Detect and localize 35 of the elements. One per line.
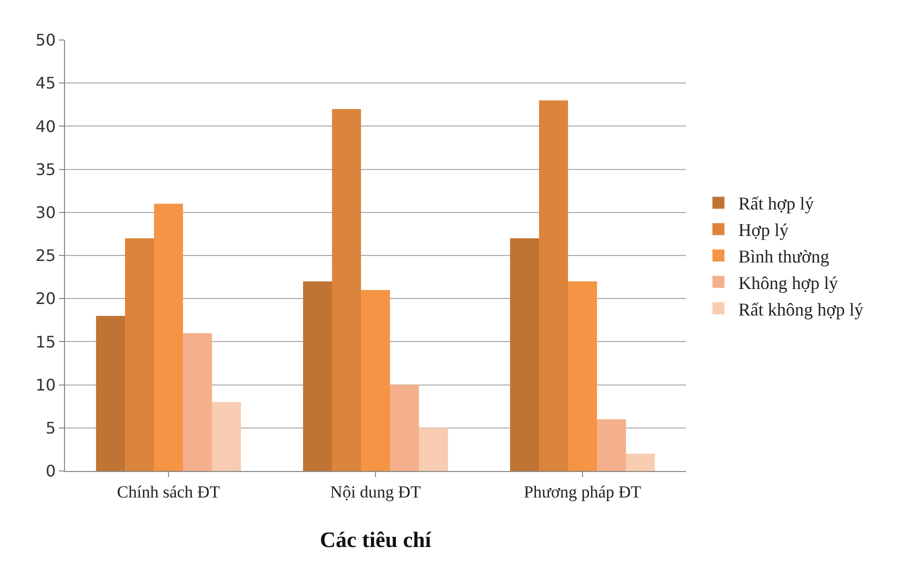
bar [596,419,626,471]
y-tick-label: 5 [46,418,56,438]
bar [626,454,655,471]
bar [539,100,568,471]
y-tick-label: 40 [35,116,56,136]
y-tick-label: 20 [35,289,56,308]
y-tick-label: 45 [35,74,56,93]
x-tick-label: Chính sách ĐT [117,482,221,502]
y-tick-label: 50 [35,30,56,50]
bar [568,281,597,471]
y-tick-label: 25 [35,246,56,266]
x-tick-label: Phương pháp ĐT [524,482,642,502]
legend-label: Bình thường [738,246,830,267]
bar [125,238,154,471]
legend-label: Hợp lý [738,220,788,240]
bar [96,316,126,471]
y-tick-label: 0 [46,462,56,481]
legend-label: Không hợp lý [738,272,838,293]
x-tick-label: Nội dung ĐT [330,482,422,502]
bar [332,108,362,471]
x-axis-title: Các tiêu chí [320,527,432,552]
bar [303,281,332,471]
legend-label: Rất hợp lý [738,194,814,214]
bar [510,238,540,471]
y-tick-label: 35 [35,160,56,179]
legend-label: Rất không hợp lý [738,299,864,320]
bar [418,428,448,471]
bar [182,333,212,471]
y-tick-label: 15 [35,332,56,352]
bar [154,204,183,471]
bar [212,402,241,471]
y-tick-label: 30 [35,203,56,222]
y-tick-label: 10 [35,375,56,394]
bar [390,384,419,471]
bar [361,290,390,471]
